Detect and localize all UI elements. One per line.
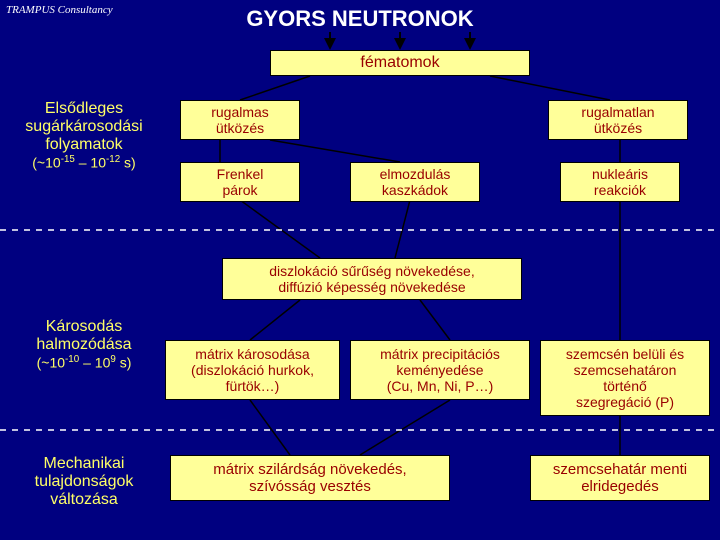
page-title: GYORS NEUTRONOK xyxy=(246,6,473,32)
side-elsodleges-text: Elsődlegessugárkárosodásifolyamatok xyxy=(4,100,164,154)
side-karosodas: Károsodáshalmozódása (~10-10 – 109 s) xyxy=(4,318,164,371)
box-rugalmas: rugalmasütközés xyxy=(180,100,300,140)
box-szemcsehatarmenti: szemcsehatár mentielridegedés xyxy=(530,455,710,501)
box-matrix-karosodasa: mátrix károsodása(diszlokáció hurkok,für… xyxy=(165,340,340,400)
brand-label: TRAMPUS Consultancy xyxy=(6,4,113,16)
side-elsodleges: Elsődlegessugárkárosodásifolyamatok (~10… xyxy=(4,100,164,171)
box-szemcsen: szemcsén belüli ésszemcsehatárontörténős… xyxy=(540,340,710,416)
side-karosodas-text: Károsodáshalmozódása xyxy=(4,318,164,354)
box-elmozdulas: elmozduláskaszkádok xyxy=(350,162,480,202)
box-diszlokacio: diszlokáció sűrűség növekedése,diffúzió … xyxy=(222,258,522,300)
side-mechanikai: Mechanikaitulajdonságokváltozása xyxy=(4,455,164,509)
side-mechanikai-text: Mechanikaitulajdonságokváltozása xyxy=(4,455,164,509)
box-matrix-szilard: mátrix szilárdság növekedés,szívósság ve… xyxy=(170,455,450,501)
side-elsodleges-range: (~10-15 – 10-12 s) xyxy=(4,154,164,171)
box-nuklearis: nukleárisreakciók xyxy=(560,162,680,202)
box-frenkel: Frenkelpárok xyxy=(180,162,300,202)
box-fematomok: fématomok xyxy=(270,50,530,76)
side-karosodas-range: (~10-10 – 109 s) xyxy=(4,354,164,371)
box-rugalmatlan: rugalmatlanütközés xyxy=(548,100,688,140)
box-matrix-precip: mátrix precipitációskeményedése(Cu, Mn, … xyxy=(350,340,530,400)
